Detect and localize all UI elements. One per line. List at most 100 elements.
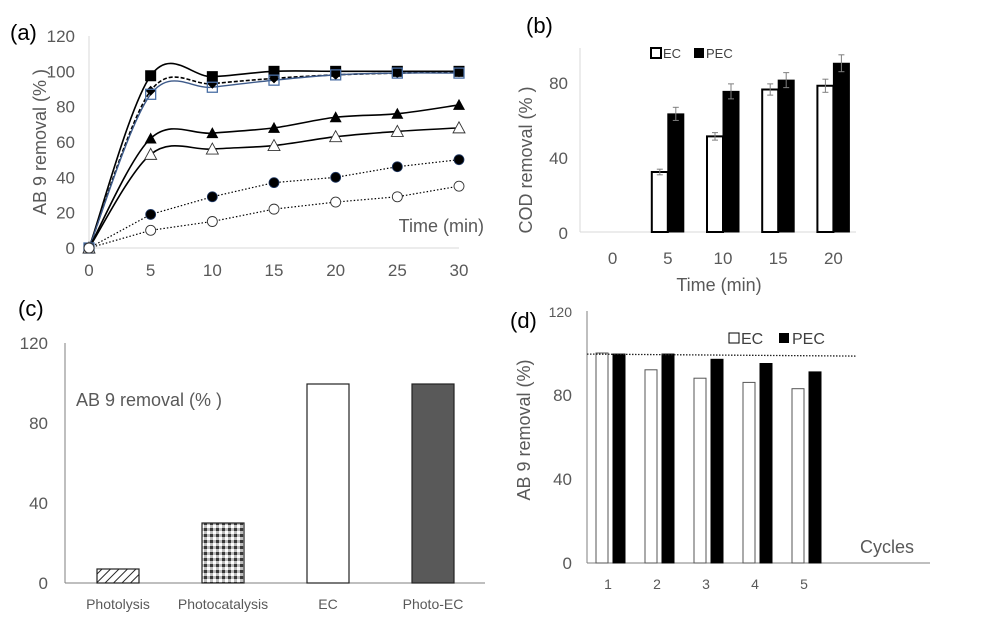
data-point-filled-square: [268, 65, 280, 77]
panel-a-label: (a): [10, 20, 37, 45]
data-point-open-circle: [453, 180, 465, 192]
panel-d-x-tick-label: 5: [800, 576, 808, 592]
panel-d-y-tick-label: 0: [563, 554, 572, 573]
data-point-open-triangle: [390, 124, 405, 137]
data-point-diamond: [269, 73, 279, 84]
data-point-open-square: [330, 69, 342, 81]
bar-pec: [710, 358, 724, 564]
bar-pec: [832, 62, 850, 233]
panel-c-y-tick-label: 120: [20, 334, 48, 353]
panel-d-x-tick-label: 4: [751, 576, 759, 592]
legend-label-pec: PEC: [792, 331, 825, 348]
data-point-filled-triangle: [268, 121, 280, 133]
panel-a-x-tick-label: 10: [203, 261, 222, 280]
panel-d-label: (d): [510, 308, 537, 333]
panel-d-x-axis-title: Cycles: [860, 537, 914, 557]
panel-c-x-tick-label: Photo-EC: [403, 596, 464, 612]
data-point-open-square: [268, 74, 280, 86]
panel-a-x-tick-label: 5: [146, 261, 155, 280]
data-point-open-circle: [330, 196, 342, 208]
legend-label-pec: PEC: [706, 46, 733, 61]
panel-b-bar-chart: (b) COD removal (% ) Time (min) 0 40 80 0 5 1…: [516, 13, 856, 295]
panel-d-x-tick-label: 3: [702, 576, 710, 592]
panel-b-legend: EC PEC: [650, 46, 733, 61]
panel-c-bar-chart: (c) AB 9 removal (% ) 0 40 80 120 Photolysis…: [18, 296, 485, 612]
legend-swatch-pec: [779, 333, 789, 343]
bar-ec: [816, 84, 835, 233]
panel-a-x-tick-label: 20: [326, 261, 345, 280]
panel-a-y-tick-label: 60: [56, 133, 75, 152]
data-point-filled-triangle: [391, 107, 404, 119]
panel-d-y-axis-title: AB 9 removal (%): [514, 359, 534, 500]
bar-pec: [777, 79, 795, 233]
panel-b-x-tick-label: 5: [663, 249, 672, 268]
panel-c-y-tick-label: 0: [39, 574, 48, 593]
data-point-filled-circle: [206, 191, 218, 203]
bar-ec: [706, 135, 724, 233]
panel-a-y-tick-label: 100: [47, 62, 75, 81]
bar-ec: [742, 381, 756, 564]
legend-swatch-pec: [694, 48, 704, 58]
bar-ec: [761, 88, 780, 233]
data-point-open-triangle: [205, 142, 220, 155]
data-point-open-circle: [268, 203, 280, 215]
data-point-open-square: [391, 67, 403, 79]
panel-b-x-tick-label: 0: [608, 249, 617, 268]
panel-a-y-tick-label: 20: [56, 204, 75, 223]
data-point-filled-circle: [268, 177, 280, 189]
reference-line: [586, 353, 858, 357]
panel-c-y-tick-label: 80: [29, 414, 48, 433]
panel-c-label: (c): [18, 296, 44, 321]
data-point-diamond: [207, 78, 218, 89]
panel-d-bar-chart: (d) AB 9 removal (%) Cycles 0 40 80 120 1 2 3 4…: [510, 304, 930, 592]
panel-a-y-tick-label: 0: [66, 239, 75, 258]
data-point-filled-triangle: [144, 132, 157, 144]
panel-b-label: (b): [526, 13, 553, 38]
panel-b-y-tick-label: 80: [549, 74, 568, 93]
data-point-filled-triangle: [329, 111, 342, 123]
data-point-diamond: [145, 85, 156, 96]
legend-label-ec: EC: [663, 46, 681, 61]
bar-pec: [722, 90, 740, 233]
data-point-open-circle: [83, 242, 95, 254]
bar-pec: [667, 113, 685, 233]
data-point-open-circle: [206, 216, 218, 227]
data-point-filled-triangle: [453, 98, 465, 110]
data-point-open-circle: [391, 191, 403, 203]
data-point-filled-circle: [391, 161, 403, 173]
legend-label-ec: EC: [741, 331, 763, 348]
data-point-open-square: [206, 81, 218, 93]
data-point-open-triangle: [452, 120, 466, 134]
data-point-diamond: [392, 68, 403, 79]
panel-a-x-tick-label: 30: [450, 261, 469, 280]
bar-pec: [661, 353, 675, 564]
panel-c-y-tick-label: 40: [29, 494, 48, 513]
panel-b-x-tick-label: 15: [769, 249, 788, 268]
panel-a-y-tick-label: 80: [56, 98, 75, 117]
data-point-diamond: [454, 67, 464, 78]
panel-c-x-tick-label: Photolysis: [86, 596, 150, 612]
bar-ec: [693, 377, 707, 564]
data-point-open-square: [453, 67, 465, 79]
data-point-filled-triangle: [206, 127, 219, 139]
data-point-open-triangle: [143, 147, 158, 160]
bar-ec: [650, 171, 669, 233]
bar-ec: [306, 383, 350, 584]
bar-pec: [612, 353, 626, 564]
data-point-filled-circle: [453, 154, 465, 166]
panel-a-x-axis-title: Time (min): [399, 216, 484, 236]
legend-swatch-ec: [650, 47, 662, 59]
panel-c-annotation: AB 9 removal (% ): [76, 390, 222, 410]
bar-photocatalysis: [201, 522, 245, 584]
data-point-open-triangle: [267, 138, 281, 151]
panel-b-y-tick-label: 0: [559, 224, 568, 243]
panel-d-y-tick-label: 120: [549, 304, 573, 320]
data-point-filled-square: [206, 71, 218, 83]
bar-photo-ec: [411, 383, 455, 584]
panel-a-x-tick-label: 25: [388, 261, 407, 280]
panel-a-y-axis-title: AB 9 removal (% ): [30, 69, 50, 215]
panel-a-x-tick-label: 0: [84, 261, 93, 280]
panel-d-x-tick-label: 2: [653, 576, 661, 592]
panel-b-x-axis-title: Time (min): [676, 275, 761, 295]
